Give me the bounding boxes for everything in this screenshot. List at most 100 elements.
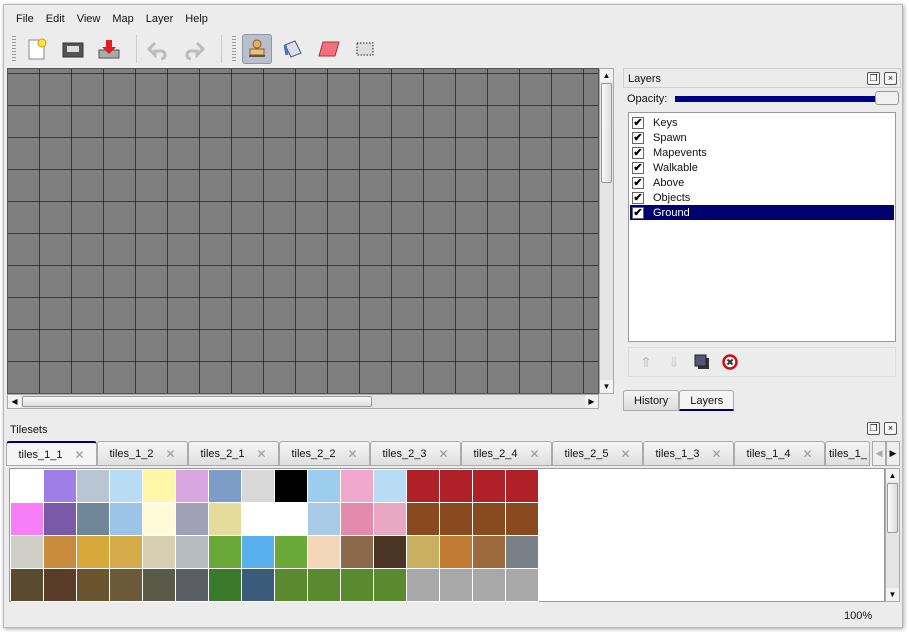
- tile[interactable]: [440, 536, 473, 569]
- tile[interactable]: [440, 569, 473, 602]
- tile[interactable]: [176, 569, 209, 602]
- tile[interactable]: [77, 470, 110, 503]
- raise-layer-icon[interactable]: ⇑: [640, 353, 652, 370]
- layer-row[interactable]: ✔ Spawn: [630, 130, 894, 145]
- tile[interactable]: [176, 503, 209, 536]
- tileset-tab[interactable]: tiles_1_1 ✕: [6, 441, 97, 465]
- tile[interactable]: [209, 470, 242, 503]
- tile[interactable]: [341, 470, 374, 503]
- close-tab-icon[interactable]: ✕: [165, 447, 176, 461]
- toolbar-grip[interactable]: [12, 36, 16, 62]
- menu-edit[interactable]: Edit: [45, 13, 65, 25]
- tile[interactable]: [242, 470, 275, 503]
- tile[interactable]: [440, 470, 473, 503]
- visibility-checkbox[interactable]: ✔: [632, 191, 644, 204]
- menu-help[interactable]: Help: [185, 13, 208, 25]
- undo-button[interactable]: [143, 34, 173, 64]
- tile[interactable]: [473, 470, 506, 503]
- tile[interactable]: [308, 470, 341, 503]
- tile[interactable]: [242, 536, 275, 569]
- tileset-tab[interactable]: tiles_1_3 ✕: [643, 441, 734, 465]
- tile[interactable]: [77, 503, 110, 536]
- visibility-checkbox[interactable]: ✔: [632, 146, 644, 159]
- scroll-thumb[interactable]: [887, 483, 898, 533]
- tile[interactable]: [110, 569, 143, 602]
- tile[interactable]: [374, 503, 407, 536]
- duplicate-layer-icon[interactable]: [693, 353, 711, 371]
- close-icon[interactable]: ×: [884, 72, 897, 85]
- bucket-fill-button[interactable]: [278, 34, 308, 64]
- layer-row[interactable]: ✔ Objects: [630, 190, 894, 205]
- layer-row[interactable]: ✔ Walkable: [630, 160, 894, 175]
- layer-row[interactable]: ✔ Above: [630, 175, 894, 190]
- tile[interactable]: [242, 503, 275, 536]
- tileset-tab[interactable]: tiles_2_4 ✕: [461, 441, 552, 465]
- tile[interactable]: [341, 536, 374, 569]
- close-tab-icon[interactable]: ✕: [256, 447, 267, 461]
- tileset-tab[interactable]: tiles_1_4 ✕: [734, 441, 825, 465]
- tileset-tab[interactable]: tiles_2_3 ✕: [370, 441, 461, 465]
- redo-button[interactable]: [179, 34, 209, 64]
- tile[interactable]: [11, 536, 44, 569]
- scroll-down-arrow[interactable]: ▼: [886, 588, 899, 601]
- layer-row[interactable]: ✔ Ground: [630, 205, 894, 220]
- map-vertical-scrollbar[interactable]: ▲ ▼: [599, 68, 614, 394]
- tile[interactable]: [11, 503, 44, 536]
- scroll-up-arrow[interactable]: ▲: [600, 69, 613, 82]
- tile[interactable]: [506, 536, 539, 569]
- tile[interactable]: [407, 470, 440, 503]
- tile[interactable]: [143, 569, 176, 602]
- tile[interactable]: [374, 569, 407, 602]
- tile[interactable]: [44, 470, 77, 503]
- tile[interactable]: [11, 569, 44, 602]
- close-tab-icon[interactable]: ✕: [347, 447, 358, 461]
- tile[interactable]: [473, 569, 506, 602]
- tile[interactable]: [407, 503, 440, 536]
- tile[interactable]: [176, 536, 209, 569]
- tile[interactable]: [209, 536, 242, 569]
- tile[interactable]: [11, 470, 44, 503]
- tile[interactable]: [473, 536, 506, 569]
- tile[interactable]: [44, 503, 77, 536]
- close-tab-icon[interactable]: ✕: [74, 447, 85, 462]
- tile[interactable]: [275, 569, 308, 602]
- tile[interactable]: [110, 470, 143, 503]
- tile[interactable]: [176, 470, 209, 503]
- tile[interactable]: [275, 470, 308, 503]
- visibility-checkbox[interactable]: ✔: [632, 206, 644, 219]
- tile[interactable]: [143, 536, 176, 569]
- tile[interactable]: [242, 569, 275, 602]
- layer-row[interactable]: ✔ Keys: [630, 115, 894, 130]
- map-canvas[interactable]: [7, 68, 599, 394]
- tile[interactable]: [209, 503, 242, 536]
- menu-map[interactable]: Map: [112, 13, 134, 25]
- tile[interactable]: [506, 503, 539, 536]
- tile[interactable]: [209, 569, 242, 602]
- scroll-down-arrow[interactable]: ▼: [600, 380, 613, 393]
- opacity-slider[interactable]: [675, 91, 899, 105]
- tile[interactable]: [308, 503, 341, 536]
- close-icon[interactable]: ×: [884, 422, 897, 435]
- visibility-checkbox[interactable]: ✔: [632, 176, 644, 189]
- tileset-tab[interactable]: tiles_2_5 ✕: [552, 441, 643, 465]
- tab-scroll-left[interactable]: ◀: [872, 441, 886, 466]
- close-tab-icon[interactable]: ✕: [802, 447, 813, 461]
- tile[interactable]: [341, 569, 374, 602]
- tile[interactable]: [275, 536, 308, 569]
- menu-view[interactable]: View: [76, 13, 101, 25]
- float-icon[interactable]: ❐: [867, 422, 880, 435]
- tile[interactable]: [110, 503, 143, 536]
- new-map-button[interactable]: [22, 34, 52, 64]
- tileset-tab[interactable]: tiles_2_2 ✕: [279, 441, 370, 465]
- tile[interactable]: [77, 536, 110, 569]
- save-button[interactable]: [94, 34, 124, 64]
- tileset-tab[interactable]: tiles_2_1 ✕: [188, 441, 279, 465]
- close-tab-icon[interactable]: ✕: [620, 447, 631, 461]
- toolbar-grip[interactable]: [232, 36, 236, 62]
- tile[interactable]: [44, 536, 77, 569]
- scroll-left-arrow[interactable]: ◀: [8, 395, 21, 408]
- tile[interactable]: [308, 569, 341, 602]
- tab-history[interactable]: History: [623, 390, 680, 411]
- tab-layers[interactable]: Layers: [679, 390, 735, 411]
- tileset-vertical-scrollbar[interactable]: ▲ ▼: [885, 468, 900, 602]
